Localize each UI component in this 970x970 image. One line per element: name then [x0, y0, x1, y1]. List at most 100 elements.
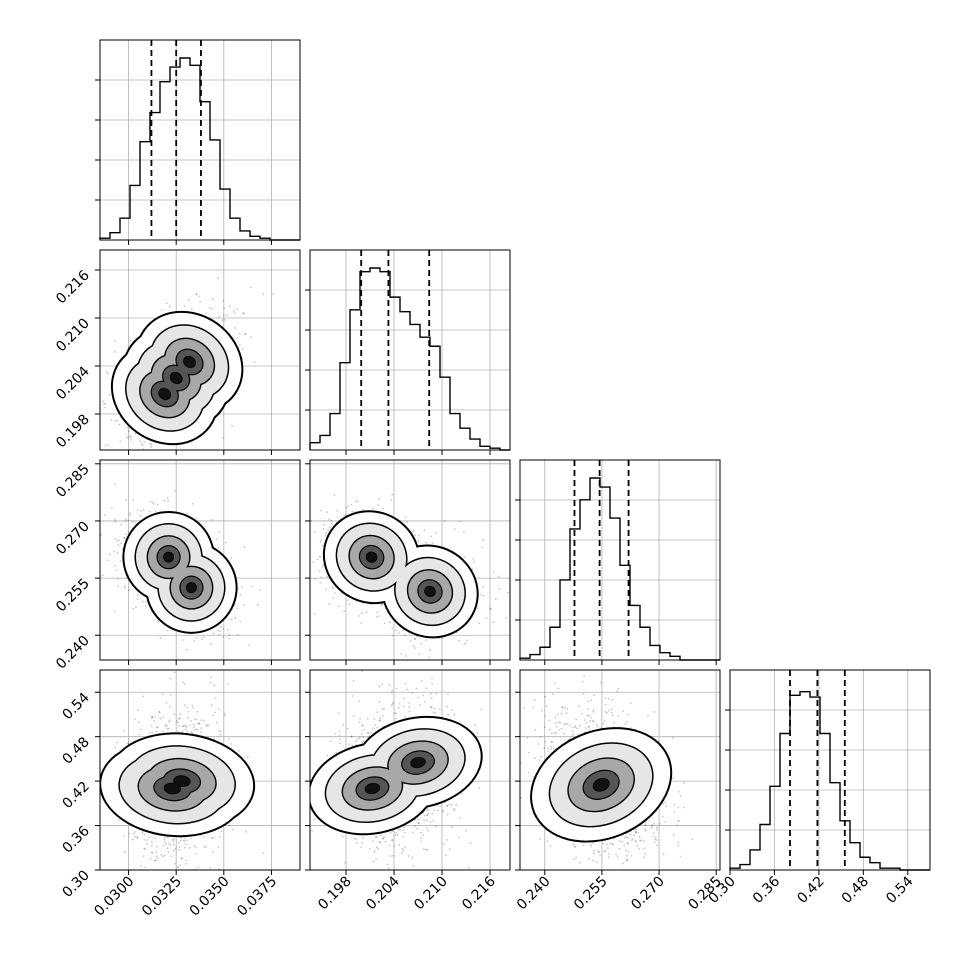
- scatter-point: [447, 693, 449, 695]
- scatter-point: [195, 517, 198, 520]
- scatter-point: [178, 846, 181, 848]
- scatter-point: [351, 510, 354, 513]
- pair-1-2-frame: [309, 459, 511, 661]
- scatter-point: [142, 855, 145, 857]
- scatter-point: [220, 830, 223, 833]
- scatter-point: [492, 621, 495, 623]
- scatter-point: [423, 529, 426, 531]
- scatter-point: [448, 804, 451, 806]
- scatter-point: [115, 569, 118, 571]
- scatter-point: [154, 837, 156, 840]
- scatter-point: [258, 589, 261, 592]
- scatter-point: [480, 593, 482, 596]
- scatter-point: [397, 828, 400, 831]
- scatter-point: [228, 637, 231, 640]
- hist-0-frame: [99, 39, 301, 241]
- scatter-point: [212, 632, 215, 635]
- scatter-point: [116, 552, 119, 554]
- scatter-point: [414, 534, 417, 536]
- scatter-point: [356, 500, 359, 502]
- scatter-point: [344, 861, 346, 864]
- scatter-point: [463, 643, 466, 646]
- scatter-point: [217, 708, 220, 710]
- scatter-point: [214, 711, 216, 714]
- scatter-point: [329, 526, 331, 529]
- scatter-point: [143, 833, 146, 836]
- scatter-point: [377, 504, 379, 506]
- scatter-point: [226, 628, 229, 631]
- scatter-point: [117, 544, 120, 547]
- scatter-point: [151, 716, 153, 719]
- scatter-point: [137, 594, 139, 597]
- scatter-point: [185, 725, 188, 727]
- scatter-point: [105, 370, 108, 373]
- scatter-point: [106, 372, 109, 375]
- scatter-point: [429, 649, 431, 651]
- scatter-point: [193, 723, 195, 726]
- scatter-point: [391, 689, 394, 692]
- scatter-point: [179, 839, 182, 842]
- scatter-point: [153, 716, 156, 718]
- scatter-point: [354, 500, 357, 503]
- scatter-point: [177, 730, 180, 733]
- scatter-point: [219, 733, 222, 736]
- scatter-point: [162, 844, 165, 847]
- scatter-point: [232, 309, 235, 312]
- scatter-point: [391, 830, 394, 833]
- pair-0-2-frame: [99, 459, 301, 661]
- scatter-point: [126, 426, 129, 429]
- scatter-point: [110, 507, 113, 510]
- scatter-point: [124, 518, 127, 521]
- scatter-point: [319, 541, 322, 543]
- scatter-point: [219, 730, 222, 733]
- scatter-point: [417, 539, 420, 542]
- scatter-point: [114, 537, 117, 540]
- scatter-point: [174, 848, 177, 850]
- scatter-point: [154, 859, 157, 862]
- scatter-point: [331, 587, 334, 590]
- scatter-point: [224, 714, 227, 717]
- scatter-point: [172, 849, 175, 852]
- scatter-point: [400, 653, 403, 656]
- scatter-point: [107, 559, 110, 562]
- scatter-point: [218, 868, 220, 870]
- scatter-point: [184, 704, 186, 707]
- scatter-point: [401, 852, 403, 854]
- scatter-point: [104, 444, 107, 447]
- scatter-point: [135, 606, 137, 609]
- scatter-point: [336, 509, 339, 512]
- scatter-point: [209, 866, 211, 869]
- scatter-point: [272, 293, 275, 295]
- scatter-point: [148, 836, 150, 839]
- contour-fill-1: [170, 372, 182, 384]
- scatter-point: [164, 841, 166, 843]
- hist-1-frame: [309, 249, 511, 451]
- scatter-point: [127, 742, 130, 745]
- scatter-point: [128, 589, 130, 591]
- scatter-point: [166, 724, 169, 727]
- scatter-point: [478, 622, 481, 625]
- scatter-point: [200, 730, 202, 733]
- scatter-point: [179, 717, 181, 720]
- scatter-point: [146, 839, 149, 841]
- scatter-point: [318, 570, 321, 573]
- scatter-point: [361, 612, 363, 615]
- scatter-point: [184, 837, 187, 840]
- scatter-point: [200, 719, 203, 721]
- scatter-point: [102, 400, 104, 403]
- scatter-point: [162, 716, 164, 719]
- scatter-point: [216, 721, 218, 724]
- scatter-point: [327, 529, 329, 531]
- scatter-point: [204, 874, 206, 876]
- scatter-point: [245, 830, 247, 833]
- scatter-point: [142, 509, 145, 512]
- scatter-point: [405, 655, 407, 657]
- scatter-point: [195, 846, 197, 849]
- scatter-point: [159, 637, 162, 639]
- scatter-point: [173, 862, 176, 865]
- scatter-point: [241, 586, 244, 588]
- scatter-point: [177, 841, 180, 844]
- scatter-point: [319, 556, 322, 558]
- contour-fill-0: [159, 388, 171, 400]
- scatter-point: [446, 805, 449, 807]
